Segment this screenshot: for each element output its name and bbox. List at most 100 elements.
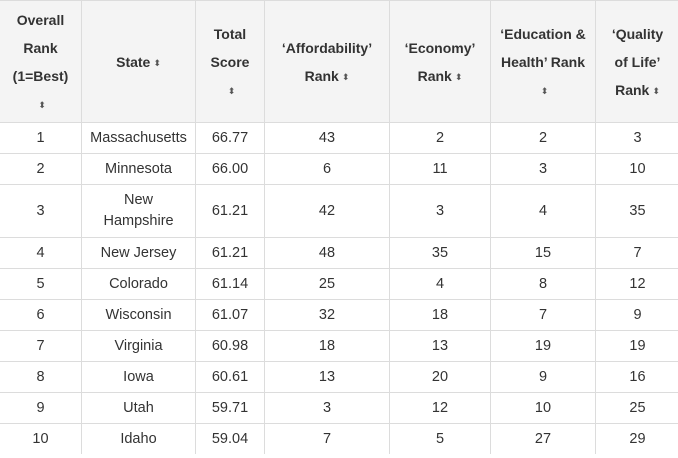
cell-quality-of-life-rank: 9	[595, 299, 678, 331]
cell-affordability-rank: 42	[264, 184, 390, 238]
cell-quality-of-life-rank: 12	[595, 268, 678, 300]
cell-total-score: 59.71	[195, 392, 265, 424]
table-row: 4 New Jersey 61.21 48 35 15 7	[0, 237, 678, 269]
sort-arrows-icon[interactable]: ⬍	[652, 85, 660, 96]
header-label: Total Score	[210, 25, 250, 70]
cell-state: Massachusetts	[81, 122, 196, 154]
cell-affordability-rank: 43	[264, 122, 390, 154]
header-row: Overall Rank (1=Best) ⬍ State ⬍ Total Scor…	[0, 0, 678, 123]
cell-affordability-rank: 32	[264, 299, 390, 331]
table-row: 3 New Hampshire 61.21 42 3 4 35	[0, 184, 678, 238]
cell-education-health-rank: 2	[490, 122, 596, 154]
cell-overall-rank: 7	[0, 330, 82, 362]
header-label: ‘Quality of Life’ Rank	[611, 25, 664, 98]
cell-overall-rank: 4	[0, 237, 82, 269]
cell-overall-rank: 8	[0, 361, 82, 393]
cell-affordability-rank: 3	[264, 392, 390, 424]
cell-state: Utah	[81, 392, 196, 424]
table-row: 6 Wisconsin 61.07 32 18 7 9	[0, 299, 678, 331]
cell-education-health-rank: 15	[490, 237, 596, 269]
state-name: New Hampshire	[103, 192, 174, 229]
cell-quality-of-life-rank: 10	[595, 153, 678, 185]
cell-affordability-rank: 18	[264, 330, 390, 362]
cell-overall-rank: 1	[0, 122, 82, 154]
table-row: 2 Minnesota 66.00 6 11 3 10	[0, 153, 678, 185]
cell-state: Colorado	[81, 268, 196, 300]
cell-quality-of-life-rank: 19	[595, 330, 678, 362]
cell-total-score: 61.07	[195, 299, 265, 331]
sort-arrows-icon[interactable]: ⬍	[153, 57, 161, 68]
cell-total-score: 60.61	[195, 361, 265, 393]
cell-education-health-rank: 10	[490, 392, 596, 424]
cell-economy-rank: 18	[389, 299, 491, 331]
cell-quality-of-life-rank: 25	[595, 392, 678, 424]
cell-education-health-rank: 19	[490, 330, 596, 362]
cell-state: Wisconsin	[81, 299, 196, 331]
cell-overall-rank: 9	[0, 392, 82, 424]
sort-arrows-icon[interactable]: ⬍	[227, 85, 236, 96]
table-row: 1 Massachusetts 66.77 43 2 2 3	[0, 122, 678, 154]
cell-quality-of-life-rank: 7	[595, 237, 678, 269]
cell-state: New Hampshire	[81, 184, 196, 238]
table-row: 7 Virginia 60.98 18 13 19 19	[0, 330, 678, 362]
cell-total-score: 66.00	[195, 153, 265, 185]
table-row: 5 Colorado 61.14 25 4 8 12	[0, 268, 678, 300]
header-label: State	[116, 53, 151, 70]
cell-economy-rank: 4	[389, 268, 491, 300]
cell-economy-rank: 3	[389, 184, 491, 238]
sort-arrows-icon[interactable]: ⬍	[540, 85, 549, 96]
cell-affordability-rank: 48	[264, 237, 390, 269]
cell-education-health-rank: 8	[490, 268, 596, 300]
cell-education-health-rank: 4	[490, 184, 596, 238]
cell-quality-of-life-rank: 3	[595, 122, 678, 154]
cell-quality-of-life-rank: 16	[595, 361, 678, 393]
cell-education-health-rank: 3	[490, 153, 596, 185]
sort-arrows-icon[interactable]: ⬍	[38, 99, 46, 110]
cell-state: New Jersey	[81, 237, 196, 269]
cell-overall-rank: 2	[0, 153, 82, 185]
cell-affordability-rank: 7	[264, 423, 390, 454]
cell-overall-rank: 10	[0, 423, 82, 454]
cell-affordability-rank: 25	[264, 268, 390, 300]
cell-economy-rank: 2	[389, 122, 491, 154]
header-label: Overall Rank (1=Best)	[12, 11, 69, 84]
header-label: ‘Education & Health’ Rank	[500, 25, 586, 70]
cell-total-score: 61.14	[195, 268, 265, 300]
cell-state: Minnesota	[81, 153, 196, 185]
cell-total-score: 59.04	[195, 423, 265, 454]
cell-economy-rank: 11	[389, 153, 491, 185]
cell-state: Idaho	[81, 423, 196, 454]
cell-overall-rank: 5	[0, 268, 82, 300]
cell-economy-rank: 35	[389, 237, 491, 269]
header-state[interactable]: State ⬍	[81, 0, 196, 123]
cell-state: Virginia	[81, 330, 196, 362]
header-label: ‘Affordability’ Rank	[281, 39, 373, 84]
cell-affordability-rank: 13	[264, 361, 390, 393]
sort-arrows-icon[interactable]: ⬍	[341, 71, 350, 82]
cell-affordability-rank: 6	[264, 153, 390, 185]
header-quality-of-life-rank[interactable]: ‘Quality of Life’ Rank ⬍	[595, 0, 678, 123]
cell-quality-of-life-rank: 29	[595, 423, 678, 454]
cell-total-score: 60.98	[195, 330, 265, 362]
cell-overall-rank: 6	[0, 299, 82, 331]
header-label: ‘Economy’ Rank	[404, 39, 476, 84]
table-row: 10 Idaho 59.04 7 5 27 29	[0, 423, 678, 454]
cell-education-health-rank: 9	[490, 361, 596, 393]
cell-economy-rank: 5	[389, 423, 491, 454]
cell-quality-of-life-rank: 35	[595, 184, 678, 238]
cell-education-health-rank: 27	[490, 423, 596, 454]
table-row: 8 Iowa 60.61 13 20 9 16	[0, 361, 678, 393]
sort-arrows-icon[interactable]: ⬍	[454, 71, 463, 82]
header-affordability-rank[interactable]: ‘Affordability’ Rank ⬍	[264, 0, 390, 123]
cell-total-score: 66.77	[195, 122, 265, 154]
cell-total-score: 61.21	[195, 184, 265, 238]
cell-economy-rank: 13	[389, 330, 491, 362]
header-total-score[interactable]: Total Score ⬍	[195, 0, 265, 123]
cell-economy-rank: 12	[389, 392, 491, 424]
header-economy-rank[interactable]: ‘Economy’ Rank ⬍	[389, 0, 491, 123]
table-row: 9 Utah 59.71 3 12 10 25	[0, 392, 678, 424]
header-overall-rank[interactable]: Overall Rank (1=Best) ⬍	[0, 0, 82, 123]
cell-economy-rank: 20	[389, 361, 491, 393]
header-education-health-rank[interactable]: ‘Education & Health’ Rank ⬍	[490, 0, 596, 123]
